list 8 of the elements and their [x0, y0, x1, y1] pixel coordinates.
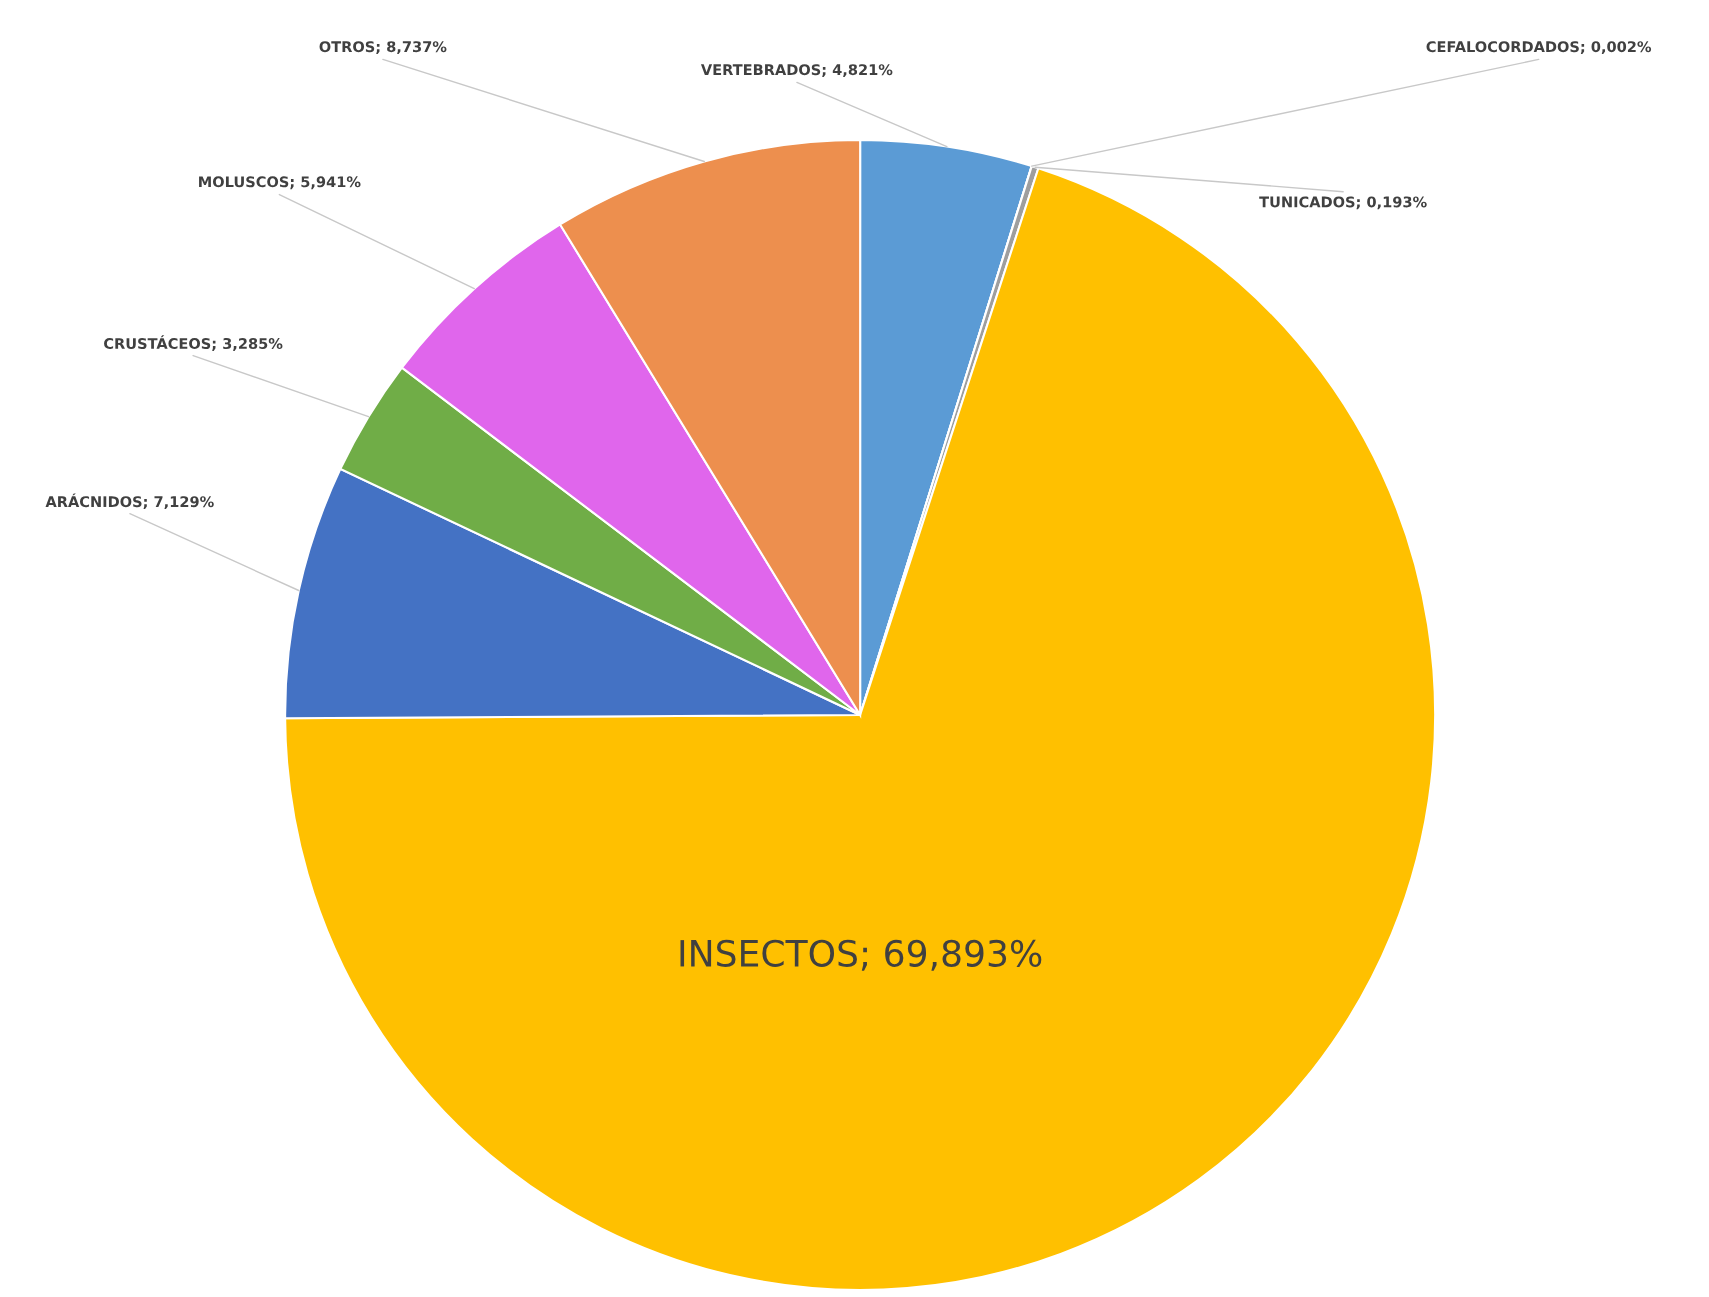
slice-label: VERTEBRADOS; 4,821%: [700, 64, 893, 78]
slice-label: OTROS; 8,737%: [319, 41, 447, 55]
slice-label: CEFALOCORDADOS; 0,002%: [1426, 41, 1652, 55]
slice-label: INSECTOS; 69,893%: [680, 939, 1042, 971]
slice-label: TUNICADOS; 0,193%: [1259, 196, 1427, 210]
slice-label: CRUSTÁCEOS; 3,285%: [104, 335, 283, 351]
slice-label: ARÁCNIDOS; 7,129%: [45, 493, 214, 510]
slice-label: MOLUSCOS; 5,941%: [199, 176, 361, 190]
